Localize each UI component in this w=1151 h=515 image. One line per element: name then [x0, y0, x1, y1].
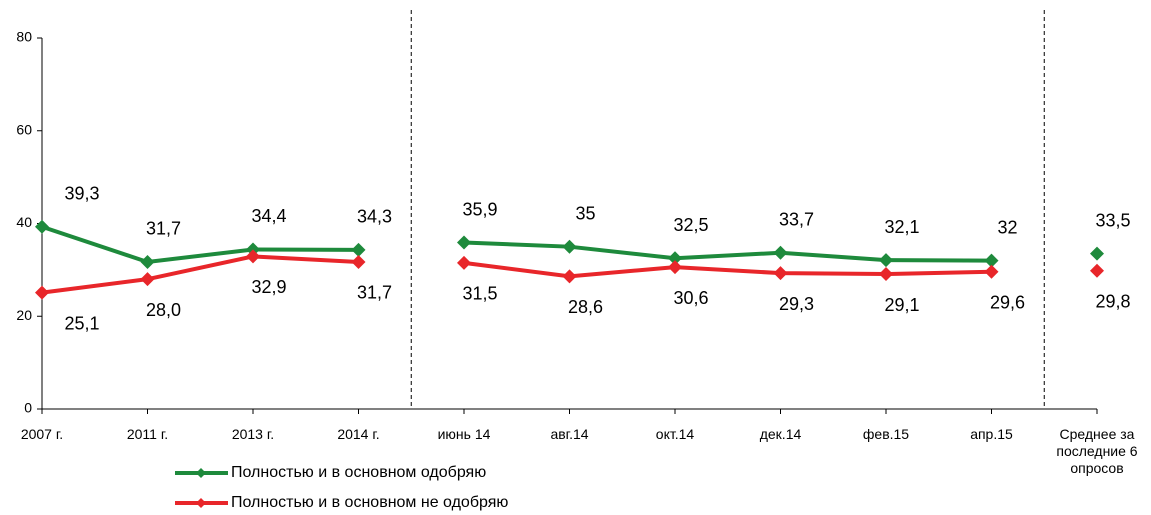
legend-label: Полностью и в основном не одобряю — [231, 494, 508, 511]
point — [1090, 246, 1104, 261]
data-label: 32,9 — [251, 277, 286, 297]
legend-marker — [196, 498, 206, 508]
y-tick-label: 20 — [16, 307, 32, 323]
series-line — [463, 260, 992, 279]
point — [351, 254, 366, 269]
x-tick-label: дек.14 — [759, 426, 802, 442]
point — [35, 285, 49, 300]
data-label: 31,5 — [462, 284, 497, 304]
x-tick-label: авг.14 — [550, 426, 589, 442]
data-label: 31,7 — [357, 283, 392, 303]
x-tick-label: июнь 14 — [437, 426, 491, 442]
point — [562, 269, 577, 284]
data-label: 32,1 — [884, 217, 919, 237]
x-tick-label: окт.14 — [655, 426, 695, 442]
y-tick-label: 80 — [16, 29, 32, 45]
data-label: 39,3 — [64, 183, 99, 203]
point — [773, 245, 788, 260]
series-line — [463, 240, 992, 263]
data-label: 29,6 — [990, 292, 1025, 312]
data-label: 35,9 — [462, 199, 497, 219]
legend-label: Полностью и в основном одобряю — [231, 464, 486, 481]
data-label: 32,5 — [673, 215, 708, 235]
data-label: 30,6 — [673, 288, 708, 308]
point — [668, 251, 682, 266]
x-tick-label: фев.15 — [862, 426, 910, 442]
point — [140, 272, 155, 287]
point — [457, 235, 471, 250]
x-tick-label: 2007 г. — [20, 426, 64, 442]
point — [773, 266, 788, 281]
point — [457, 255, 471, 270]
data-label: 32 — [997, 217, 1017, 237]
point — [246, 249, 260, 264]
point — [668, 260, 682, 275]
point — [1090, 263, 1104, 278]
point — [562, 239, 577, 254]
data-label: 35 — [575, 203, 595, 223]
x-tick-label: 2014 г. — [337, 426, 380, 442]
point — [879, 267, 893, 282]
data-label: 25,1 — [64, 313, 99, 333]
series-line — [41, 254, 359, 295]
point — [35, 219, 49, 234]
y-tick-label: 60 — [16, 121, 32, 137]
x-tick-label: Среднее за последние 6 опросов — [1056, 426, 1138, 476]
data-label: 33,7 — [779, 209, 814, 229]
legend-marker — [196, 468, 206, 478]
x-tick-label: 2011 г. — [126, 426, 169, 442]
data-label: 33,5 — [1095, 210, 1130, 230]
x-tick-label: 2013 г. — [231, 426, 275, 442]
data-label: 34,3 — [357, 207, 392, 227]
data-label: 29,3 — [779, 294, 814, 314]
point — [879, 253, 893, 268]
data-label: 29,1 — [884, 295, 919, 315]
data-label: 28,0 — [146, 300, 181, 320]
point — [984, 264, 999, 279]
series-line — [41, 224, 359, 265]
data-label: 31,7 — [146, 219, 181, 239]
point — [351, 242, 366, 257]
data-label: 28,6 — [568, 297, 603, 317]
y-tick-label: 40 — [16, 214, 32, 230]
x-tick-label: апр.15 — [970, 426, 1013, 442]
data-label: 34,4 — [251, 206, 286, 226]
point — [984, 253, 999, 268]
y-tick-label: 0 — [24, 400, 32, 416]
point — [140, 254, 155, 269]
data-label: 29,8 — [1095, 292, 1130, 312]
